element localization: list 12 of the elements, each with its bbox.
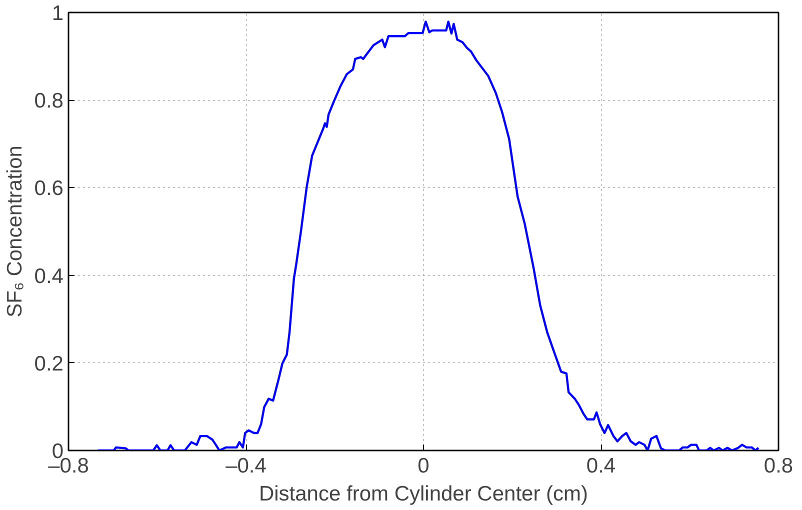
x-tick-label: –0.4 — [226, 454, 267, 478]
x-tick-label: 0.4 — [586, 454, 616, 478]
y-tick-label: 0.8 — [34, 90, 64, 113]
y-tick-label: 0.4 — [34, 264, 64, 288]
x-tick-label: 0.8 — [764, 454, 794, 478]
y-tick-label: 0.6 — [34, 177, 64, 200]
y-axis-title: SF₆ Concentration — [3, 146, 26, 318]
x-tick-label: 0 — [418, 454, 430, 478]
x-axis-title: Distance from Cylinder Center (cm) — [258, 482, 588, 506]
y-tick-label: 0.2 — [34, 352, 64, 376]
y-tick-label: 1 — [52, 2, 64, 25]
line-series — [96, 20, 760, 450]
